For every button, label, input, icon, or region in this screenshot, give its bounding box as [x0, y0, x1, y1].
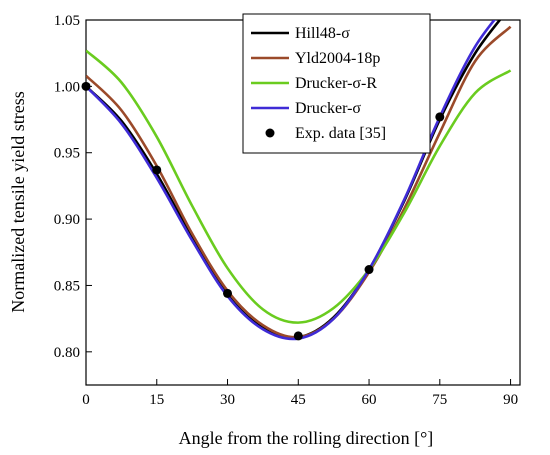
x-tick-label: 75 — [432, 392, 447, 408]
exp-data-point — [364, 265, 374, 275]
exp-data-points — [81, 81, 445, 341]
exp-data-point — [293, 331, 303, 341]
legend-label-4: Drucker-σ — [295, 100, 361, 117]
legend-label-2: Yld2004-18p — [295, 50, 380, 67]
exp-data-point — [223, 288, 233, 298]
y-tick-label: 1.05 — [54, 13, 80, 29]
exp-data-point — [152, 165, 162, 175]
axis-ticks: 0 15 30 45 60 75 90 0.80 0.85 0.90 0.95 1.00 1.05 — [54, 13, 518, 408]
legend-swatch-5 — [265, 128, 275, 138]
x-tick-label: 30 — [220, 392, 235, 408]
x-tick-label: 45 — [291, 392, 306, 408]
x-tick-label: 90 — [503, 392, 518, 408]
exp-data-point — [435, 112, 445, 122]
y-tick-label: 0.80 — [54, 345, 80, 361]
series-line-3 — [86, 49, 512, 324]
x-tick-label: 60 — [362, 392, 377, 408]
legend-label-3: Drucker-σ-R — [295, 75, 377, 92]
x-tick-label: 15 — [149, 392, 164, 408]
y-axis-title: Normalized tensile yield stress — [8, 91, 28, 312]
exp-data-point — [81, 81, 91, 91]
y-tick-label: 1.00 — [54, 79, 80, 95]
y-tick-label: 0.90 — [54, 212, 80, 228]
legend: Hill48-σ Yld2004-18p Drucker-σ-R Drucker-σ E… — [242, 13, 431, 154]
y-tick-label: 0.85 — [54, 278, 80, 294]
y-tick-label: 0.95 — [54, 146, 80, 162]
x-axis-title: Angle from the rolling direction [°] — [179, 428, 434, 448]
legend-label-1: Hill48-σ — [295, 25, 350, 42]
x-tick-label: 0 — [82, 392, 90, 408]
legend-label-5: Exp. data [35] — [295, 125, 386, 142]
